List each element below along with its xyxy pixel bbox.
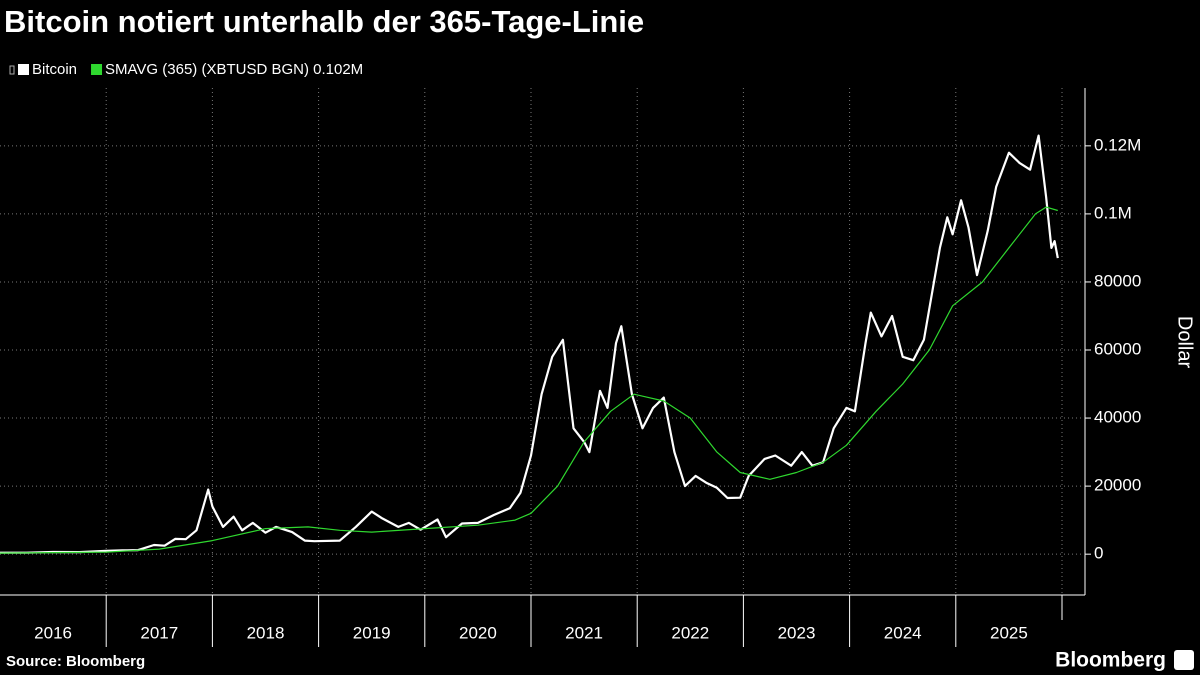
x-tick-label: 2020 (459, 623, 497, 642)
y-tick-label: 0 (1094, 544, 1103, 563)
legend-swatch (91, 64, 103, 75)
y-tick-label: 80000 (1094, 271, 1141, 290)
legend-swatch (18, 64, 29, 75)
y-tick-label: 0.12M (1094, 135, 1141, 154)
legend-label: Bitcoin (32, 61, 77, 78)
brand-icon (1174, 650, 1194, 670)
x-tick-label: 2019 (353, 623, 391, 642)
x-tick-label: 2018 (247, 623, 285, 642)
sma-line (0, 206, 1058, 554)
x-tick-label: 2022 (671, 623, 709, 642)
x-tick-label: 2025 (990, 623, 1028, 642)
x-tick-label: 2023 (778, 623, 816, 642)
y-axis-label: Dollar (1174, 316, 1196, 369)
source: Source: Bloomberg (6, 653, 145, 670)
chart-title: Bitcoin notiert unterhalb der 365-Tage-L… (4, 4, 644, 39)
x-tick-label: 2016 (34, 623, 72, 642)
y-tick-label: 40000 (1094, 408, 1141, 427)
x-tick-label: 2017 (140, 623, 178, 642)
price-line (0, 134, 1059, 554)
legend-candle-icon (9, 65, 15, 75)
x-tick-label: 2024 (884, 623, 922, 642)
x-tick-label: 2021 (565, 623, 603, 642)
brand: Bloomberg (1055, 649, 1166, 672)
legend-label: SMAVG (365) (XBTUSD BGN) 0.102M (105, 61, 363, 78)
y-tick-label: 20000 (1094, 476, 1141, 495)
y-tick-label: 0.1M (1094, 203, 1132, 222)
y-tick-label: 60000 (1094, 339, 1141, 358)
